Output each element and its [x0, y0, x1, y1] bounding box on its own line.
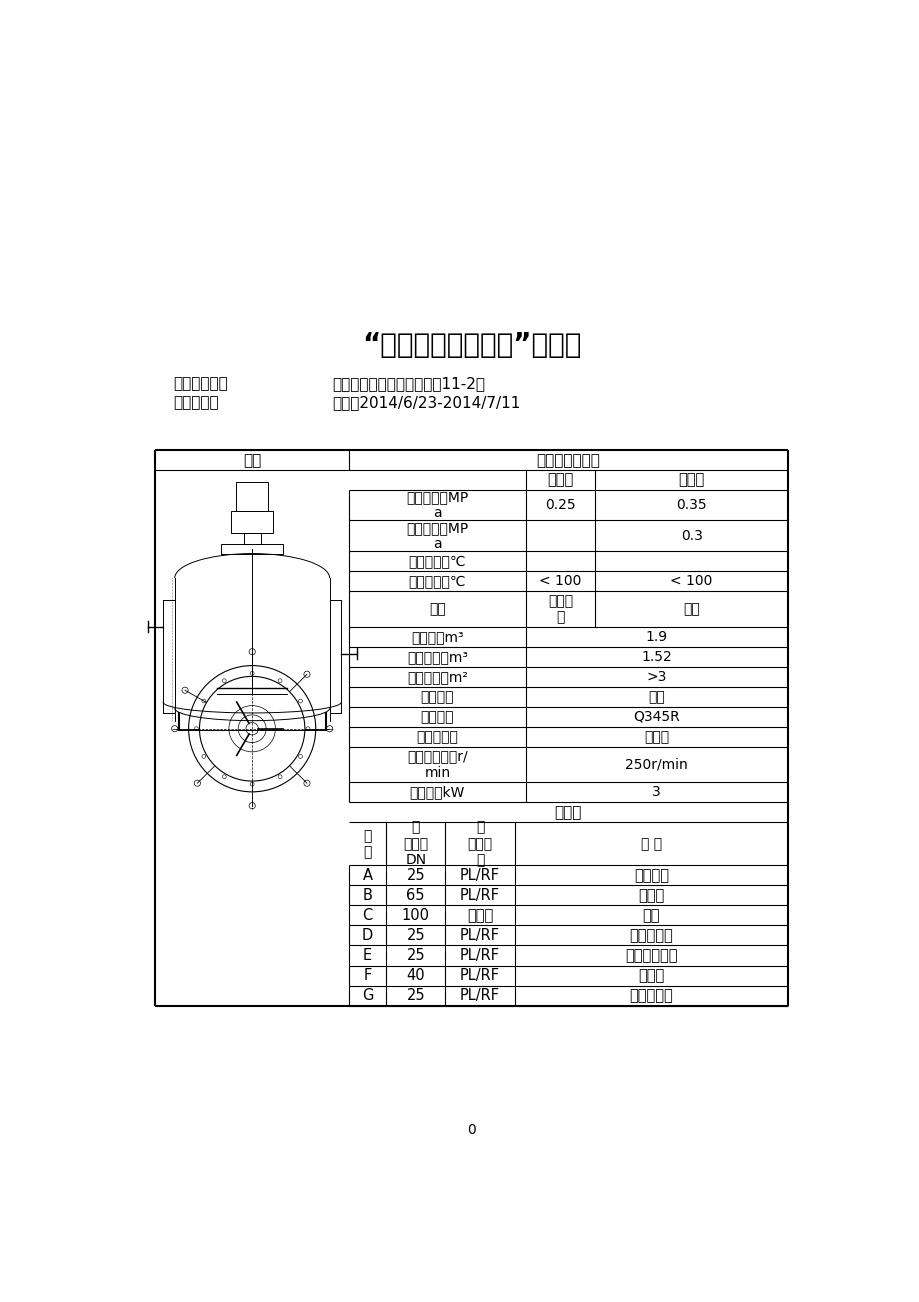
Text: 25: 25: [406, 988, 425, 1003]
Text: >3: >3: [646, 669, 666, 684]
Text: 设计者姓名：: 设计者姓名：: [173, 376, 228, 391]
Text: 腔蚀情况: 腔蚀情况: [420, 690, 454, 704]
Text: C: C: [362, 907, 372, 923]
Bar: [235, 482, 268, 512]
Text: 有机溶
剂: 有机溶 剂: [548, 594, 573, 624]
Text: 0.25: 0.25: [545, 499, 575, 512]
Bar: [231, 512, 273, 533]
Text: 公
称尺寸
DN: 公 称尺寸 DN: [403, 820, 428, 867]
Text: “过程装备课程设计”任务书: “过程装备课程设计”任务书: [361, 331, 581, 359]
Text: 冷凝水出口: 冷凝水出口: [629, 988, 673, 1003]
Text: 夹套内: 夹套内: [677, 473, 704, 487]
Text: 容器内: 容器内: [547, 473, 573, 487]
Text: 工作温度，℃: 工作温度，℃: [408, 555, 466, 568]
Text: 传热面积，m²: 传热面积，m²: [406, 669, 468, 684]
Text: 放料口: 放料口: [638, 967, 664, 983]
Text: 25: 25: [406, 948, 425, 963]
Text: 3: 3: [652, 785, 661, 799]
Text: 介质: 介质: [428, 602, 446, 616]
Text: 0.3: 0.3: [680, 529, 702, 543]
Text: A: A: [362, 868, 372, 883]
Text: 设计压力，MP
a: 设计压力，MP a: [406, 521, 468, 551]
Text: 25: 25: [406, 928, 425, 943]
Text: 25: 25: [406, 868, 425, 883]
Text: 微弱: 微弱: [648, 690, 664, 704]
Text: 视镜: 视镜: [641, 907, 659, 923]
Text: 日期：2014/6/23-2014/7/11: 日期：2014/6/23-2014/7/11: [332, 395, 520, 410]
Text: 指导老师：: 指导老师：: [173, 395, 219, 410]
Text: 搅拌器型式: 搅拌器型式: [416, 730, 458, 743]
Text: 40: 40: [406, 967, 425, 983]
Text: Q345R: Q345R: [632, 710, 679, 724]
Text: 凸凹面: 凸凹面: [467, 907, 493, 923]
Text: D: D: [362, 928, 373, 943]
Text: 搅拌轴转速，r/
min: 搅拌轴转速，r/ min: [406, 750, 467, 780]
Text: 简图: 简图: [243, 453, 261, 467]
Text: 接管表: 接管表: [554, 805, 582, 820]
Text: E: E: [363, 948, 372, 963]
Text: 压缩空气入口: 压缩空气入口: [624, 948, 676, 963]
Text: 设计參数及要求: 设计參数及要求: [536, 453, 600, 467]
Text: PL/RF: PL/RF: [460, 948, 500, 963]
Text: 班级：过程装备与控制工程11-2班: 班级：过程装备与控制工程11-2班: [332, 376, 484, 391]
Text: PL/RF: PL/RF: [460, 967, 500, 983]
Text: 1.9: 1.9: [645, 630, 667, 643]
Text: 100: 100: [402, 907, 429, 923]
Text: 蔓汽: 蔓汽: [683, 602, 699, 616]
Text: 250r/min: 250r/min: [625, 758, 687, 772]
Text: < 100: < 100: [539, 574, 581, 589]
Text: 设计温度，℃: 设计温度，℃: [408, 574, 466, 589]
Text: 加料口: 加料口: [638, 888, 664, 904]
Text: G: G: [361, 988, 373, 1003]
Bar: [221, 544, 283, 553]
Text: 连
接面形
式: 连 接面形 式: [467, 820, 492, 867]
Text: F: F: [363, 967, 371, 983]
Bar: [244, 533, 260, 544]
Text: PL/RF: PL/RF: [460, 988, 500, 1003]
Text: 推进式: 推进式: [643, 730, 668, 743]
Text: 全容积，m³: 全容积，m³: [411, 630, 463, 643]
Text: 符
号: 符 号: [363, 829, 371, 859]
Text: 蔓汽入口: 蔓汽入口: [633, 868, 668, 883]
Text: 0: 0: [467, 1124, 475, 1137]
Text: < 100: < 100: [670, 574, 712, 589]
Text: 0.35: 0.35: [675, 499, 706, 512]
Text: B: B: [362, 888, 372, 904]
Text: 操作容积，m³: 操作容积，m³: [406, 650, 468, 664]
Text: 推荐材料: 推荐材料: [420, 710, 454, 724]
Text: PL/RF: PL/RF: [460, 868, 500, 883]
Text: 1.52: 1.52: [641, 650, 672, 664]
Text: PL/RF: PL/RF: [460, 888, 500, 904]
Text: 65: 65: [406, 888, 425, 904]
Text: PL/RF: PL/RF: [460, 928, 500, 943]
Text: 温度计管口: 温度计管口: [629, 928, 673, 943]
Text: 工作压力，MP
a: 工作压力，MP a: [406, 490, 468, 521]
Text: 用 途: 用 途: [640, 837, 661, 850]
Text: 轴功率，kW: 轴功率，kW: [409, 785, 465, 799]
